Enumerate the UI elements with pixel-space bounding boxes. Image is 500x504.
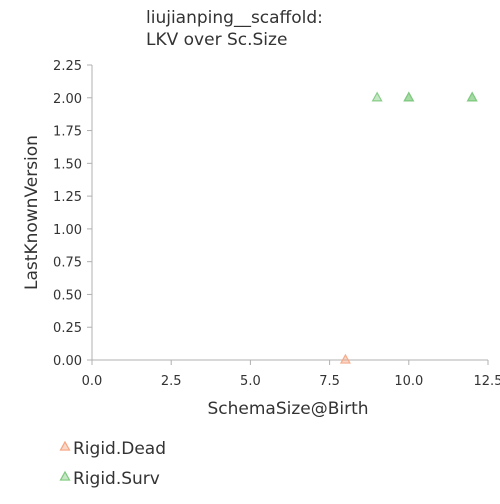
chart-axes (91, 65, 488, 361)
legend-marker-rigid-dead (59, 440, 71, 451)
legend: Rigid.Dead Rigid.Surv (59, 439, 166, 489)
x-tick-label: 10.0 (394, 374, 423, 389)
x-axis-title: SchemaSize@Birth (207, 399, 368, 419)
y-tick-label: 0.25 (53, 321, 82, 336)
legend-label: Rigid.Surv (73, 469, 160, 489)
legend-marker-rigid-surv (59, 470, 71, 481)
x-axis-ticks: 0.0 2.5 5.0 7.5 10.0 12.5 (82, 360, 500, 389)
y-tick-label: 1.00 (53, 223, 82, 238)
y-axis-title: LastKnownVersion (22, 135, 42, 290)
x-tick-label: 12.5 (474, 374, 500, 389)
data-point-rigid-surv (403, 91, 415, 102)
x-tick-label: 2.5 (161, 374, 182, 389)
chart-title-line-1: liujianping__scaffold: (146, 8, 323, 28)
data-points (339, 91, 478, 364)
y-tick-label: 1.50 (53, 157, 82, 172)
legend-label: Rigid.Dead (73, 439, 166, 459)
y-tick-label: 0.50 (53, 288, 82, 303)
x-tick-label: 0.0 (82, 374, 103, 389)
y-tick-label: 0.00 (53, 354, 82, 369)
x-tick-label: 5.0 (240, 374, 261, 389)
y-tick-label: 0.75 (53, 256, 82, 271)
data-point-rigid-dead (339, 353, 351, 364)
data-point-rigid-surv (371, 91, 383, 102)
y-axis-ticks: 0.00 0.25 0.50 0.75 1.00 1.25 1.50 1.75 2.00 2.25 (53, 59, 92, 369)
x-tick-label: 7.5 (319, 374, 340, 389)
y-tick-label: 2.25 (53, 59, 82, 74)
axis-titles: SchemaSize@Birth LastKnownVersion (22, 135, 369, 419)
chart-title-line-2: LKV over Sc.Size (146, 30, 287, 50)
data-point-rigid-surv (466, 91, 478, 102)
y-tick-label: 1.75 (53, 125, 82, 140)
y-tick-label: 1.25 (53, 190, 82, 205)
y-tick-label: 2.00 (53, 92, 82, 107)
chart-title: liujianping__scaffold:LKV over Sc.Size (146, 8, 323, 50)
